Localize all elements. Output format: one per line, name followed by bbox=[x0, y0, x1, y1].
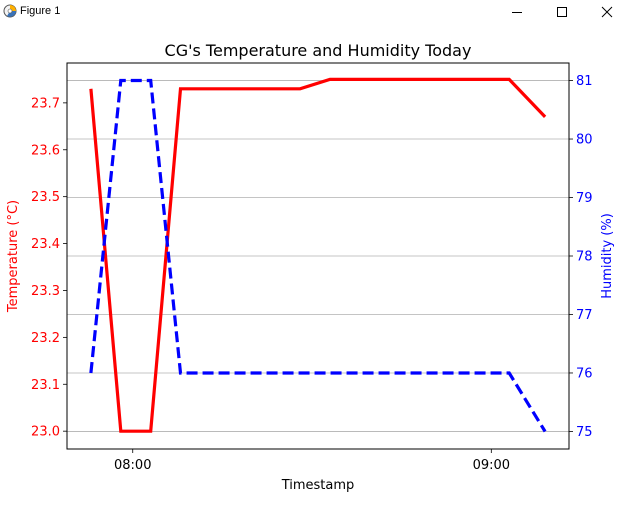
minimize-icon bbox=[512, 12, 522, 13]
y-right-tick-label: 81 bbox=[576, 74, 593, 89]
chart-title: CG's Temperature and Humidity Today bbox=[165, 41, 472, 60]
y-left-tick-label: 23.5 bbox=[31, 190, 60, 205]
close-icon bbox=[601, 6, 613, 18]
y-axis-left-label: Temperature (°C) bbox=[6, 200, 21, 313]
y-right-tick-label: 76 bbox=[576, 366, 593, 381]
close-button[interactable] bbox=[584, 0, 618, 24]
y-left-tick-label: 23.7 bbox=[31, 96, 60, 111]
x-tick-label: 09:00 bbox=[473, 458, 510, 473]
y-right-tick-label: 79 bbox=[576, 191, 593, 206]
y-left-tick-label: 23.6 bbox=[31, 143, 60, 158]
humidity-line bbox=[89, 78, 547, 433]
y-left-tick-label: 23.3 bbox=[31, 284, 60, 299]
figure-background bbox=[0, 24, 618, 505]
window-title: Figure 1 bbox=[20, 5, 61, 17]
x-tick-label: 08:00 bbox=[114, 458, 151, 473]
y-left-tick-label: 23.2 bbox=[31, 331, 60, 346]
minimize-button[interactable] bbox=[494, 0, 540, 24]
y-left-tick-label: 23.1 bbox=[31, 378, 60, 393]
maximize-icon bbox=[557, 7, 567, 17]
y-left-tick-label: 23.0 bbox=[31, 425, 60, 440]
series-lines bbox=[89, 77, 547, 433]
y-right-tick-label: 80 bbox=[576, 133, 593, 148]
chart-figure: 23.0 23.1 23.2 23.3 23.4 23.5 23.6 23.7 75 76 77 78… bbox=[0, 24, 618, 505]
axes-ticks: 23.0 23.1 23.2 23.3 23.4 23.5 23.6 23.7 75 76 77 78… bbox=[31, 74, 593, 473]
y-right-tick-label: 77 bbox=[576, 308, 593, 323]
x-axis-label: Timestamp bbox=[281, 478, 355, 493]
y-axis-right-label: Humidity (%) bbox=[600, 213, 615, 299]
y-right-tick-label: 75 bbox=[576, 425, 593, 440]
y-left-tick-label: 23.4 bbox=[31, 237, 60, 252]
y-right-tick-label: 78 bbox=[576, 250, 593, 265]
temperature-line bbox=[89, 77, 547, 433]
matplotlib-figure-icon bbox=[3, 4, 17, 18]
title-bar[interactable]: Figure 1 bbox=[0, 0, 618, 24]
maximize-button[interactable] bbox=[539, 0, 585, 24]
gridlines bbox=[67, 80, 569, 432]
